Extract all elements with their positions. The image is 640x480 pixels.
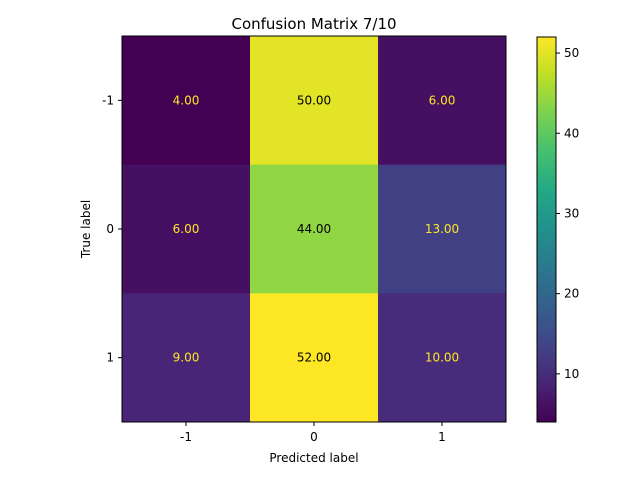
colorbar-tick-label: 50 [564, 46, 579, 60]
cell-value-label: 6.00 [173, 222, 200, 236]
heatmap-cell [378, 164, 507, 294]
cell-value-label: 4.00 [173, 93, 200, 107]
y-tick-label: -1 [102, 93, 114, 107]
cell-value-label: 10.00 [425, 351, 459, 365]
heatmap-cell [250, 36, 379, 166]
y-axis-label: True label [79, 200, 93, 259]
heatmap-cell [250, 164, 379, 294]
cell-value-label: 13.00 [425, 222, 459, 236]
x-tick-label: -1 [180, 430, 192, 444]
heatmap-cell [378, 36, 507, 166]
heatmap-cell [122, 164, 251, 294]
colorbar-tick-label: 20 [564, 287, 579, 301]
chart-title: Confusion Matrix 7/10 [231, 15, 396, 33]
heatmap-cell [378, 293, 507, 423]
x-tick-label: 1 [438, 430, 446, 444]
heatmap-cell [122, 293, 251, 423]
x-tick-label: 0 [310, 430, 318, 444]
colorbar-tick-label: 40 [564, 126, 579, 140]
colorbar [536, 36, 557, 423]
colorbar-tick-label: 30 [564, 206, 579, 220]
x-axis-label: Predicted label [269, 451, 358, 465]
x-axis-ticks: -1 0 1 [180, 422, 446, 444]
y-tick-label: 1 [106, 351, 114, 365]
colorbar-ticks: 10 20 30 40 50 [556, 46, 579, 381]
cell-value-label: 6.00 [429, 93, 456, 107]
y-tick-label: 0 [106, 222, 114, 236]
cell-value-label: 44.00 [297, 222, 331, 236]
heatmap-cell [250, 293, 379, 423]
cell-value-label: 52.00 [297, 351, 331, 365]
y-axis-ticks: -1 0 1 [102, 93, 122, 365]
colorbar-tick-label: 10 [564, 367, 579, 381]
heatmap-cell [122, 36, 251, 166]
cell-value-label: 50.00 [297, 93, 331, 107]
cell-value-label: 9.00 [173, 351, 200, 365]
heatmap-cells: 4.00 50.00 6.00 6.00 44.00 13.00 9.00 52.00 10.0… [122, 36, 507, 423]
